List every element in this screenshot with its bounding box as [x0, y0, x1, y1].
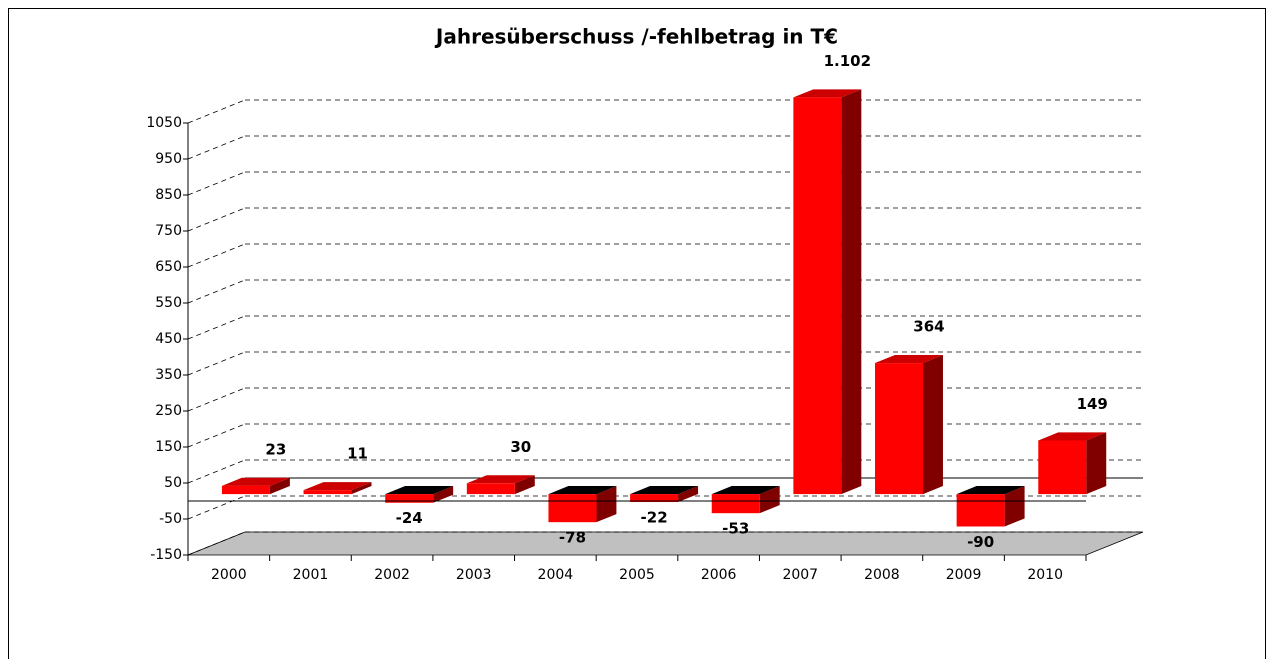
chart-frame	[8, 8, 1266, 663]
bar-top	[956, 486, 1025, 495]
bar-front	[466, 483, 515, 495]
x-tick-label: 2009	[946, 567, 982, 583]
grid-line	[187, 99, 246, 124]
x-tick-label: 2003	[456, 567, 492, 583]
x-tick-label: 2004	[538, 567, 574, 583]
bar-front	[630, 494, 679, 503]
bar-front	[303, 490, 352, 495]
bar	[630, 486, 699, 503]
bar-side	[1086, 432, 1107, 495]
bar-top	[385, 486, 454, 495]
x-tick-label: 2002	[374, 567, 410, 583]
y-tick-label: 550	[155, 295, 182, 311]
grid-line	[187, 459, 246, 484]
y-tick-label: 750	[155, 223, 182, 239]
bar-top	[793, 89, 862, 98]
bar	[1038, 432, 1107, 495]
y-tick-label: -50	[159, 511, 182, 527]
bar-top	[711, 486, 780, 495]
bar-front	[221, 485, 270, 495]
grid-line	[187, 243, 246, 268]
bar-side	[514, 475, 535, 495]
bar-top	[303, 482, 372, 491]
bar	[221, 477, 290, 495]
x-tick-label: 2008	[864, 567, 900, 583]
y-tick-label: 650	[155, 259, 182, 275]
grid-line	[187, 423, 246, 448]
value-label: 149	[1077, 395, 1108, 413]
value-label: 364	[913, 318, 944, 336]
y-tick-label: 150	[155, 439, 182, 455]
grid-line	[187, 351, 246, 376]
x-tick-label: 2000	[211, 567, 247, 583]
bar-front	[385, 494, 434, 503]
bar-side	[433, 486, 454, 503]
bar-top	[221, 477, 290, 486]
bar-front	[711, 494, 760, 514]
y-tick-label: -150	[150, 547, 182, 563]
bar-side	[841, 89, 862, 495]
bar	[466, 475, 535, 495]
value-label: 30	[510, 438, 531, 456]
bar-top	[1038, 432, 1107, 441]
y-tick-label: 250	[155, 403, 182, 419]
bar-side	[351, 482, 372, 495]
bar-front	[793, 97, 842, 495]
bar-front	[548, 494, 597, 523]
grid-line	[187, 531, 246, 556]
value-label: -22	[641, 509, 668, 527]
x-tick-label: 2010	[1027, 567, 1063, 583]
bar-front	[1038, 440, 1087, 495]
y-tick-label: 50	[164, 475, 182, 491]
x-tick-label: 2005	[619, 567, 655, 583]
y-tick-label: 1050	[146, 115, 182, 131]
grid-line	[187, 171, 246, 196]
bar	[793, 89, 862, 495]
bar-side	[759, 486, 780, 514]
grid-line	[187, 315, 246, 340]
bar-top	[630, 486, 699, 495]
grid-line	[187, 387, 246, 412]
bar-front	[875, 363, 924, 495]
bar	[385, 486, 454, 503]
bar	[711, 486, 780, 514]
bar	[548, 486, 617, 523]
bar	[956, 486, 1025, 527]
bar-top	[466, 475, 535, 484]
bar-top	[875, 355, 943, 364]
y-tick-label: 950	[155, 151, 182, 167]
x-tick-label: 2006	[701, 567, 737, 583]
value-label: -78	[559, 529, 586, 547]
grid-line	[187, 495, 246, 520]
grid-line	[187, 135, 246, 160]
x-tick-label: 2007	[782, 567, 818, 583]
bar-side	[1004, 486, 1025, 527]
grid-line	[187, 279, 246, 304]
value-label: 23	[265, 440, 286, 458]
floor	[187, 531, 1144, 556]
y-tick-label: 850	[155, 187, 182, 203]
bar-side	[923, 355, 943, 495]
bar-side	[269, 477, 290, 495]
y-tick-label: 450	[155, 331, 182, 347]
x-tick-label: 2001	[293, 567, 329, 583]
y-tick-label: 350	[155, 367, 182, 383]
bar-front	[956, 494, 1005, 527]
grid-line	[187, 207, 246, 232]
bar	[303, 482, 372, 495]
value-label: 11	[347, 445, 368, 463]
value-label: -24	[396, 509, 423, 527]
chart-title: Jahresüberschuss /-fehlbetrag in T€	[434, 25, 838, 49]
bar-side	[678, 486, 699, 503]
value-label: -53	[722, 520, 749, 538]
value-label: -90	[967, 533, 994, 551]
bar	[875, 355, 943, 495]
bar-side	[596, 486, 617, 523]
bar-top	[548, 486, 617, 495]
value-label: 1.102	[824, 52, 871, 70]
